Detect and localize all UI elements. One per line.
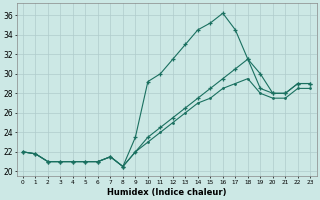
X-axis label: Humidex (Indice chaleur): Humidex (Indice chaleur) <box>107 188 226 197</box>
